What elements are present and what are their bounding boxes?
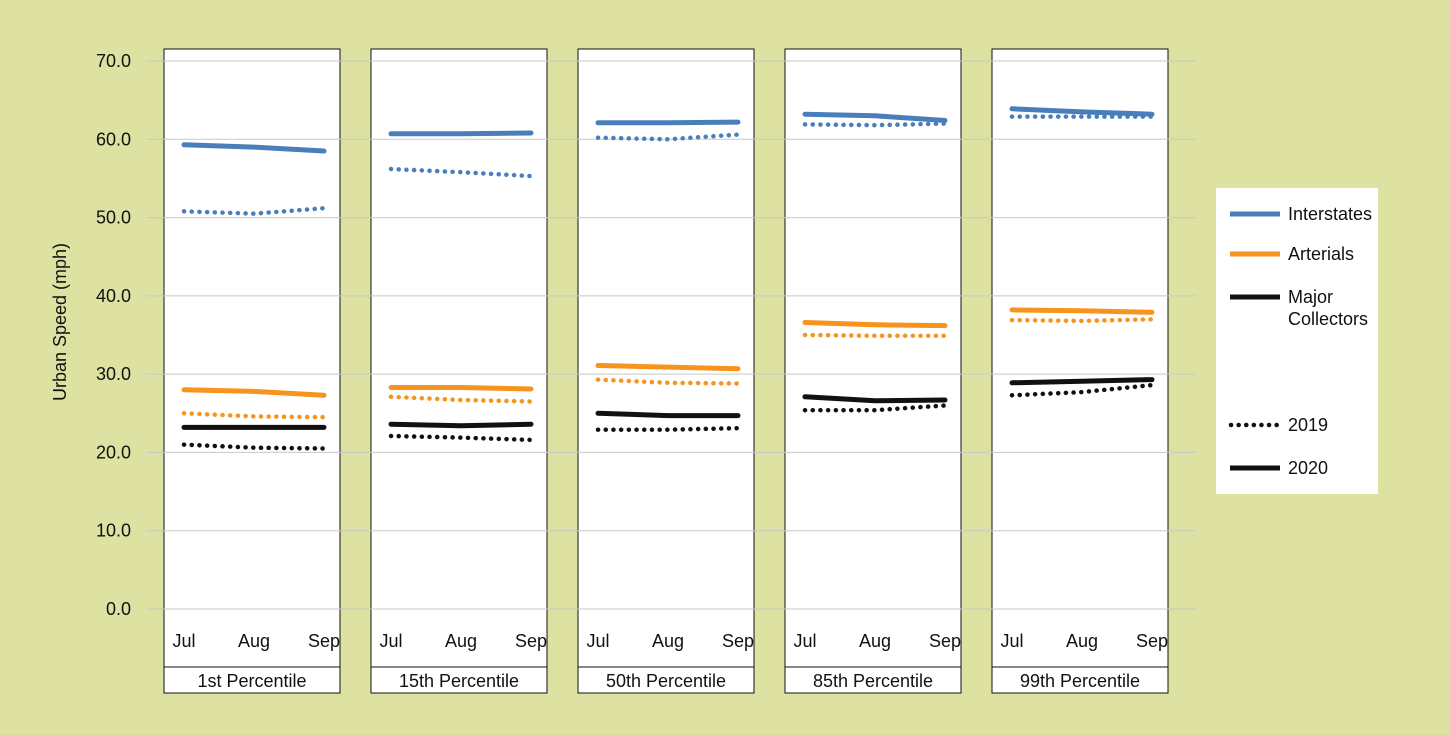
x-tick-label: Aug bbox=[859, 631, 891, 651]
panel-label: 99th Percentile bbox=[1020, 671, 1140, 691]
x-tick-label: Sep bbox=[722, 631, 754, 651]
x-tick-label: Aug bbox=[238, 631, 270, 651]
series-line-interstates-2019 bbox=[595, 132, 741, 142]
series-line-arterials-2019 bbox=[802, 332, 948, 339]
legend-item-interstates: Interstates bbox=[1228, 203, 1372, 225]
series-line-collectors-2019 bbox=[802, 403, 948, 413]
y-tick-label: 60.0 bbox=[96, 129, 131, 149]
x-tick-label: Aug bbox=[1066, 631, 1098, 651]
series-line-collectors-2019 bbox=[595, 425, 741, 432]
series-line-arterials-2019 bbox=[181, 411, 327, 420]
panel-boxes bbox=[163, 48, 1169, 694]
series-line-collectors-2020 bbox=[1009, 377, 1155, 386]
series-line-arterials-2020 bbox=[595, 363, 741, 372]
y-tick-label: 20.0 bbox=[96, 442, 131, 462]
legend-swatch-arterials bbox=[1230, 251, 1280, 257]
series-layer bbox=[181, 106, 1155, 451]
legend-label-major-collectors: Major Collectors bbox=[1288, 287, 1369, 329]
series-line-collectors-2020 bbox=[802, 394, 948, 404]
series-line-collectors-2019 bbox=[1009, 382, 1155, 398]
x-tick-label: Sep bbox=[515, 631, 547, 651]
y-tick-label: 50.0 bbox=[96, 208, 131, 228]
gridlines bbox=[146, 60, 1196, 610]
series-line-arterials-2020 bbox=[181, 387, 327, 398]
legend-label-2019: 2019 bbox=[1288, 415, 1329, 435]
y-tick-label: 40.0 bbox=[96, 286, 131, 306]
series-line-arterials-2019 bbox=[595, 377, 741, 386]
x-tick-label: Jul bbox=[379, 631, 402, 651]
panel-label: 85th Percentile bbox=[813, 671, 933, 691]
panel-box bbox=[163, 48, 341, 694]
legend-swatch-2020 bbox=[1230, 465, 1280, 471]
x-tick-label: Jul bbox=[793, 631, 816, 651]
series-line-interstates-2019 bbox=[181, 205, 327, 216]
x-tick-label: Sep bbox=[1136, 631, 1168, 651]
legend-item-major-collectors: Major Collectors bbox=[1228, 286, 1368, 330]
series-line-collectors-2020 bbox=[595, 410, 741, 419]
series-line-interstates-2020 bbox=[802, 111, 948, 123]
legend-item-2020: 2020 bbox=[1228, 457, 1328, 479]
legend-item-arterials: Arterials bbox=[1228, 243, 1354, 265]
legend-swatch-major-collectors bbox=[1230, 294, 1280, 300]
y-tick-label: 30.0 bbox=[96, 364, 131, 384]
series-line-arterials-2019 bbox=[1009, 317, 1155, 324]
x-tick-label: Jul bbox=[1000, 631, 1023, 651]
panel-label: 1st Percentile bbox=[197, 671, 306, 691]
legend: Interstates Arterials Major Collectors 2… bbox=[1216, 188, 1378, 494]
x-tick-label: Jul bbox=[172, 631, 195, 651]
percentile-panels bbox=[163, 48, 1169, 694]
panel-label: 50th Percentile bbox=[606, 671, 726, 691]
series-line-arterials-2020 bbox=[1009, 307, 1155, 315]
series-line-arterials-2019 bbox=[388, 394, 534, 404]
y-tick-label: 0.0 bbox=[106, 599, 131, 619]
legend-swatch-interstates bbox=[1230, 211, 1280, 217]
series-line-collectors-2020 bbox=[388, 421, 534, 429]
panel-label: 15th Percentile bbox=[399, 671, 519, 691]
panel-box bbox=[370, 48, 548, 694]
series-line-interstates-2020 bbox=[1009, 106, 1155, 117]
legend-label-2020: 2020 bbox=[1288, 458, 1329, 478]
legend-label-interstates: Interstates bbox=[1288, 204, 1373, 224]
series-line-interstates-2019 bbox=[388, 166, 534, 179]
y-tick-label: 10.0 bbox=[96, 521, 131, 541]
panel-box bbox=[577, 48, 755, 694]
series-line-arterials-2020 bbox=[802, 320, 948, 329]
legend-swatch-2019 bbox=[1228, 422, 1282, 428]
series-line-interstates-2020 bbox=[595, 119, 741, 126]
panel-box bbox=[991, 48, 1169, 694]
x-tick-label: Sep bbox=[929, 631, 961, 651]
x-tick-label: Jul bbox=[586, 631, 609, 651]
x-tick-label: Aug bbox=[445, 631, 477, 651]
y-axis: 0.0 10.0 20.0 30.0 40.0 50.0 60.0 70.0 bbox=[96, 51, 131, 619]
y-axis-label: Urban Speed (mph) bbox=[50, 243, 70, 401]
series-line-collectors-2019 bbox=[388, 433, 534, 443]
panel-box bbox=[784, 48, 962, 694]
legend-item-2019: 2019 bbox=[1228, 414, 1328, 436]
y-tick-label: 70.0 bbox=[96, 51, 131, 71]
series-line-collectors-2019 bbox=[181, 442, 327, 451]
series-line-interstates-2020 bbox=[181, 142, 327, 154]
legend-label-arterials: Arterials bbox=[1288, 244, 1355, 264]
series-line-interstates-2019 bbox=[802, 121, 948, 128]
series-line-interstates-2020 bbox=[388, 130, 534, 137]
x-tick-label: Sep bbox=[308, 631, 340, 651]
series-line-arterials-2020 bbox=[388, 385, 534, 392]
x-tick-label: Aug bbox=[652, 631, 684, 651]
